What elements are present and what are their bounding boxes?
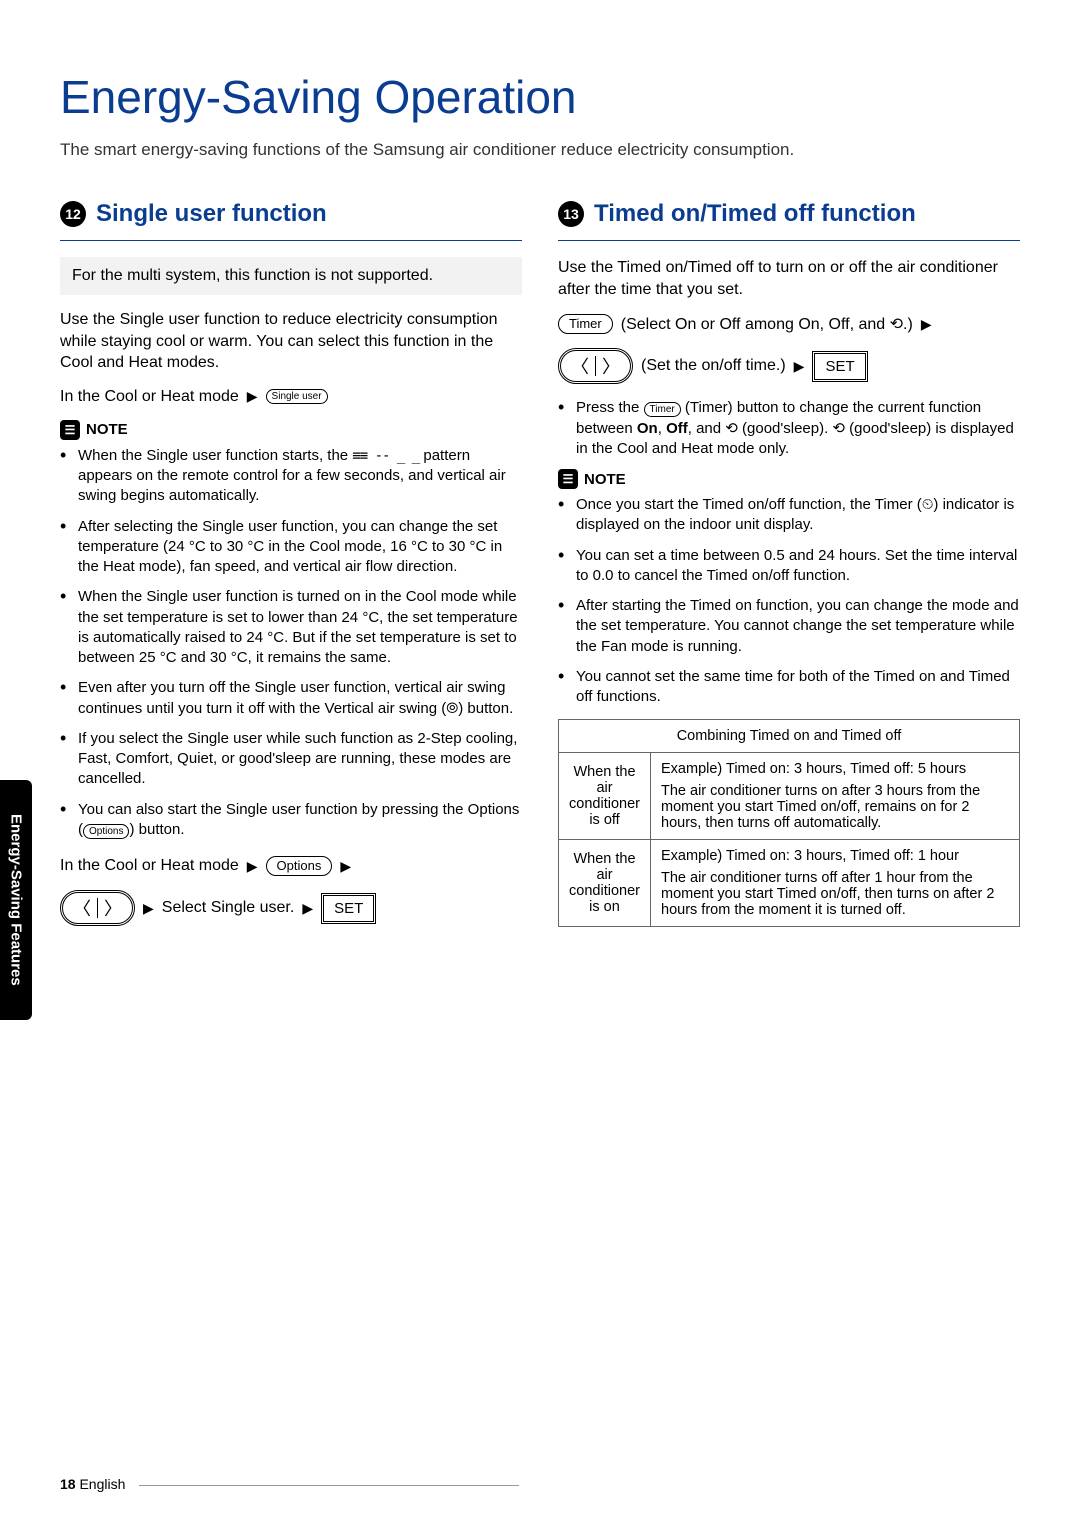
table-header: Combining Timed on and Timed off — [559, 720, 1020, 753]
table-row-content: Example) Timed on: 3 hours, Timed off: 5… — [651, 753, 1020, 840]
note-item: When the Single user function is turned … — [60, 587, 522, 668]
arrow-icon: ▶ — [247, 858, 258, 875]
set-time-label: (Set the on/off time.) — [641, 357, 786, 375]
mode-label: In the Cool or Heat mode — [60, 388, 239, 406]
timed-intro: Use the Timed on/Timed off to turn on or… — [558, 257, 1020, 300]
single-user-intro: Use the Single user function to reduce e… — [60, 309, 522, 374]
divider — [595, 356, 596, 376]
chevron-left-icon: 〈 — [73, 895, 91, 921]
left-right-button-icon: 〈 〉 — [558, 348, 633, 384]
table-row-example: Example) Timed on: 3 hours, Timed off: 1… — [661, 848, 1009, 864]
table-row: When the air conditioner is on Example) … — [559, 840, 1020, 927]
mode-row-2: In the Cool or Heat mode ▶ Options ▶ — [60, 856, 522, 876]
timer-table: Combining Timed on and Timed off When th… — [558, 719, 1020, 927]
timed-notes: Once you start the Timed on/off function… — [558, 495, 1020, 707]
right-column: 13 Timed on/Timed off function Use the T… — [558, 200, 1020, 940]
table-row-label: When the air conditioner is off — [559, 753, 651, 840]
note-icon: ☰ — [558, 469, 578, 489]
table-row-desc: The air conditioner turns on after 3 hou… — [661, 783, 1009, 831]
left-column: 12 Single user function For the multi sy… — [60, 200, 522, 940]
set-time-row: 〈 〉 (Set the on/off time.) ▶ SET — [558, 348, 1020, 384]
mode-label-2: In the Cool or Heat mode — [60, 857, 239, 875]
note-item: You can set a time between 0.5 and 24 ho… — [558, 546, 1020, 587]
set-button-icon: SET — [812, 351, 867, 382]
options-button-icon: Options — [83, 824, 129, 839]
mode-row: In the Cool or Heat mode ▶ Single user — [60, 388, 522, 406]
page-footer: 18 English — [60, 1476, 519, 1492]
note-item: You can also start the Single user funct… — [60, 800, 522, 841]
table-row: When the air conditioner is off Example)… — [559, 753, 1020, 840]
table-row-example: Example) Timed on: 3 hours, Timed off: 5… — [661, 761, 1009, 777]
note-item: After selecting the Single user function… — [60, 517, 522, 578]
page-lang: English — [79, 1476, 125, 1492]
note-item: If you select the Single user while such… — [60, 729, 522, 790]
note-item: When the Single user function starts, th… — [60, 446, 522, 507]
note-item: Even after you turn off the Single user … — [60, 678, 522, 719]
note-text: NOTE — [584, 471, 626, 488]
side-tab: Energy-Saving Features — [0, 780, 32, 1020]
press-timer-item: Press the Timer (Timer) button to change… — [558, 398, 1020, 459]
arrow-icon: ▶ — [247, 388, 258, 405]
select-row: 〈 〉 ▶ Select Single user. ▶ SET — [60, 890, 522, 926]
page-title: Energy-Saving Operation — [60, 70, 1020, 124]
timer-button-icon: Timer — [558, 314, 613, 334]
divider — [97, 898, 98, 918]
section-heading: Timed on/Timed off function — [594, 200, 916, 228]
note-item: You cannot set the same time for both of… — [558, 667, 1020, 708]
chevron-right-icon: 〉 — [104, 895, 122, 921]
select-label: Select Single user. — [162, 899, 295, 917]
multi-system-note: For the multi system, this function is n… — [60, 257, 522, 295]
arrow-icon: ▶ — [921, 316, 932, 333]
arrow-icon: ▶ — [302, 900, 313, 917]
pattern-icon: ≡≡ -- _ _ — [352, 448, 419, 464]
arrow-icon: ▶ — [794, 358, 805, 375]
note-label: ☰ NOTE — [558, 469, 1020, 489]
note-item: After starting the Timed on function, yo… — [558, 596, 1020, 657]
options-button-icon: Options — [266, 856, 333, 876]
single-user-notes: When the Single user function starts, th… — [60, 446, 522, 840]
section-heading: Single user function — [96, 200, 327, 228]
section-head-timed: 13 Timed on/Timed off function — [558, 200, 1020, 241]
note-label: ☰ NOTE — [60, 420, 522, 440]
page-subtitle: The smart energy-saving functions of the… — [60, 140, 1020, 160]
set-button-icon: SET — [321, 893, 376, 924]
table-row-content: Example) Timed on: 3 hours, Timed off: 1… — [651, 840, 1020, 927]
table-row-desc: The air conditioner turns off after 1 ho… — [661, 870, 1009, 918]
footer-divider — [139, 1485, 519, 1486]
note-text: NOTE — [86, 421, 128, 438]
table-row-label: When the air conditioner is on — [559, 840, 651, 927]
chevron-left-icon: 〈 — [571, 353, 589, 379]
select-on-off-text: (Select On or Off among On, Off, and ⟲.) — [621, 314, 913, 334]
single-user-button-icon: Single user — [266, 389, 328, 404]
left-right-button-icon: 〈 〉 — [60, 890, 135, 926]
note-item: Once you start the Timed on/off function… — [558, 495, 1020, 536]
arrow-icon: ▶ — [143, 900, 154, 917]
press-timer-list: Press the Timer (Timer) button to change… — [558, 398, 1020, 459]
section-number-icon: 13 — [558, 201, 584, 227]
chevron-right-icon: 〉 — [602, 353, 620, 379]
section-number-icon: 12 — [60, 201, 86, 227]
note-icon: ☰ — [60, 420, 80, 440]
section-head-single-user: 12 Single user function — [60, 200, 522, 241]
page-number: 18 — [60, 1476, 76, 1492]
arrow-icon: ▶ — [340, 858, 351, 875]
timer-row: Timer (Select On or Off among On, Off, a… — [558, 314, 1020, 334]
timer-button-icon: Timer — [644, 402, 681, 417]
